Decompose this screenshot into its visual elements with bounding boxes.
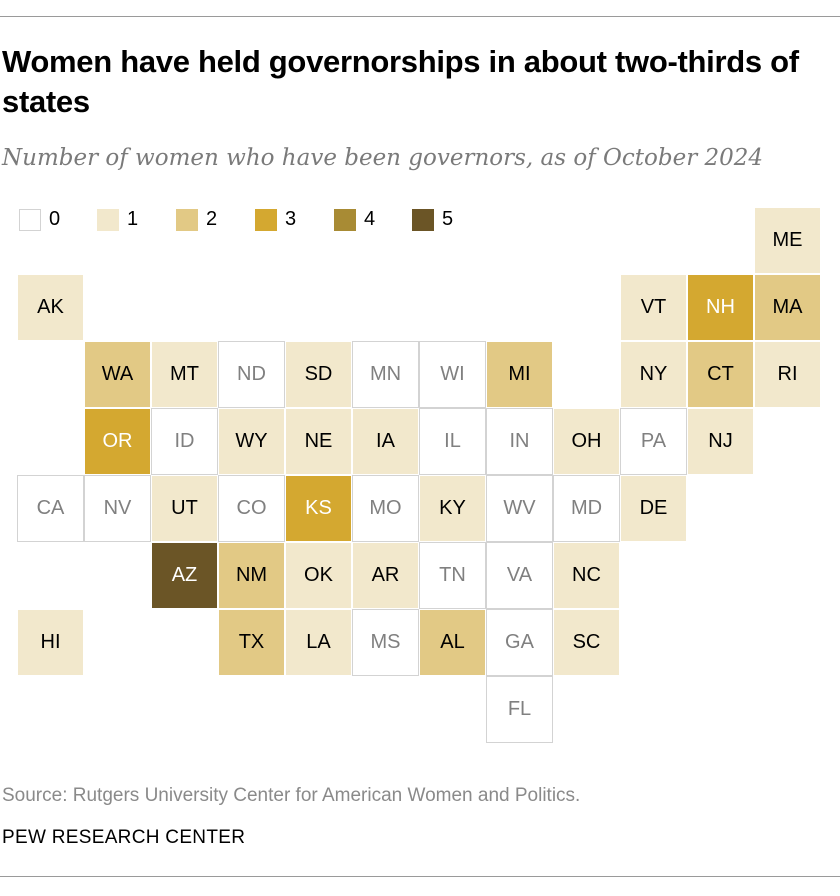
state-tile-mn: MN (352, 341, 419, 408)
legend-label: 0 (49, 208, 61, 230)
state-tile-tx: TX (218, 609, 285, 676)
top-rule (0, 16, 840, 17)
state-tile-wy: WY (218, 408, 285, 475)
state-tile-nj: NJ (687, 408, 754, 475)
legend-swatch (176, 209, 198, 231)
state-tile-mt: MT (151, 341, 218, 408)
state-tile-hi: HI (17, 609, 84, 676)
state-tile-tn: TN (419, 542, 486, 609)
state-tile-ut: UT (151, 475, 218, 542)
state-tile-id: ID (151, 408, 218, 475)
bottom-rule (0, 876, 840, 877)
state-tile-co: CO (218, 475, 285, 542)
legend-swatch (19, 209, 41, 231)
state-tile-mi: MI (486, 341, 553, 408)
state-tile-il: IL (419, 408, 486, 475)
legend-swatch (255, 209, 277, 231)
state-tile-nc: NC (553, 542, 620, 609)
state-tile-oh: OH (553, 408, 620, 475)
legend-swatch (412, 209, 434, 231)
state-tile-nv: NV (84, 475, 151, 542)
state-tile-ca: CA (17, 475, 84, 542)
state-tile-ak: AK (17, 274, 84, 341)
state-tile-ar: AR (352, 542, 419, 609)
state-tile-md: MD (553, 475, 620, 542)
state-tile-ks: KS (285, 475, 352, 542)
legend-label: 1 (127, 208, 139, 230)
state-tile-al: AL (419, 609, 486, 676)
brand-logo-text: PEW RESEARCH CENTER (2, 827, 246, 848)
state-tile-de: DE (620, 475, 687, 542)
state-tile-or: OR (84, 408, 151, 475)
state-tile-sc: SC (553, 609, 620, 676)
state-tile-sd: SD (285, 341, 352, 408)
state-tile-ri: RI (754, 341, 821, 408)
chart-subtitle: Number of women who have been governors,… (2, 145, 764, 171)
state-tile-ok: OK (285, 542, 352, 609)
state-tile-ky: KY (419, 475, 486, 542)
legend-swatch (334, 209, 356, 231)
state-tile-wi: WI (419, 341, 486, 408)
state-tile-in: IN (486, 408, 553, 475)
state-tile-fl: FL (486, 676, 553, 743)
legend-label: 5 (442, 208, 454, 230)
state-tile-ia: IA (352, 408, 419, 475)
state-tile-me: ME (754, 207, 821, 274)
state-tile-nd: ND (218, 341, 285, 408)
legend-label: 4 (364, 208, 376, 230)
legend-label: 2 (206, 208, 218, 230)
state-tile-nm: NM (218, 542, 285, 609)
state-tile-ct: CT (687, 341, 754, 408)
state-tile-wv: WV (486, 475, 553, 542)
state-tile-va: VA (486, 542, 553, 609)
state-tile-ny: NY (620, 341, 687, 408)
state-tile-nh: NH (687, 274, 754, 341)
source-note: Source: Rutgers University Center for Am… (2, 785, 581, 806)
state-tile-ne: NE (285, 408, 352, 475)
state-tile-wa: WA (84, 341, 151, 408)
state-tile-la: LA (285, 609, 352, 676)
chart-title: Women have held governorships in about t… (2, 44, 799, 119)
legend-swatch (97, 209, 119, 231)
state-tile-mo: MO (352, 475, 419, 542)
legend-label: 3 (285, 208, 297, 230)
state-tile-pa: PA (620, 408, 687, 475)
state-tile-az: AZ (151, 542, 218, 609)
state-tile-ms: MS (352, 609, 419, 676)
state-tile-ga: GA (486, 609, 553, 676)
state-tile-vt: VT (620, 274, 687, 341)
state-tile-ma: MA (754, 274, 821, 341)
